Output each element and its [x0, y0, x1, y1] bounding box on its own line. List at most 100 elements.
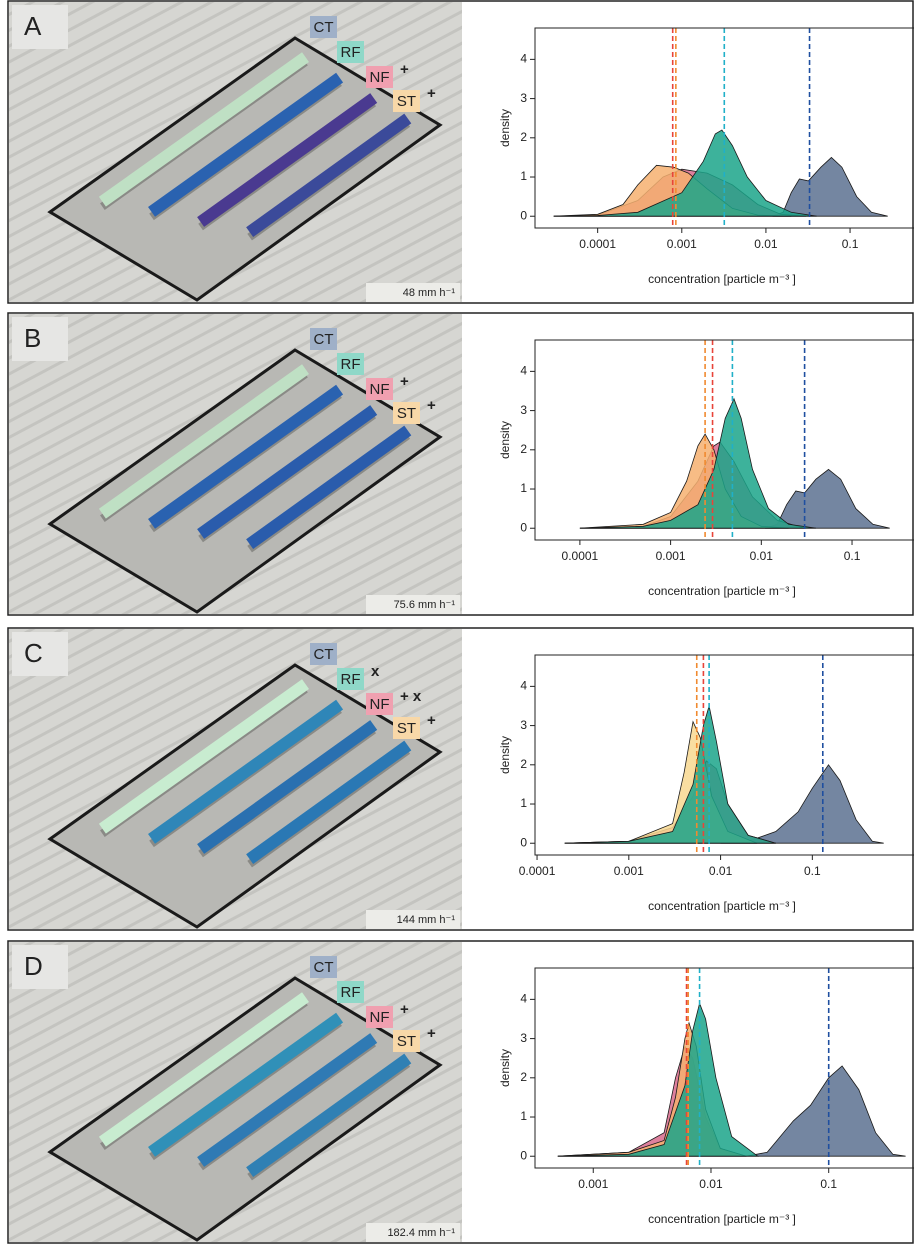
y-tick-label: 4 — [520, 992, 527, 1006]
x-axis-label: concentration [particle m⁻³ ] — [648, 1212, 796, 1226]
density-area — [564, 705, 776, 844]
density-area — [764, 468, 890, 529]
strip — [246, 740, 412, 865]
strip — [197, 720, 378, 854]
plot-label: ST — [397, 1033, 416, 1050]
strip — [246, 1053, 412, 1178]
x-tick-label: 0.001 — [578, 1177, 608, 1191]
rain-bg — [366, 910, 460, 929]
density-area — [579, 397, 816, 529]
rain-bg — [366, 1223, 460, 1242]
x-tick-label: 0.0001 — [519, 864, 556, 878]
plot-label: CT — [314, 646, 334, 663]
plot-label: NF — [370, 696, 390, 713]
plot-label-bg — [337, 981, 364, 1003]
plot-label-bg — [366, 66, 393, 88]
y-tick-label: 2 — [520, 757, 527, 771]
y-tick-label: 3 — [520, 91, 527, 105]
plot-label-bg — [366, 1006, 393, 1028]
y-axis-label: density — [498, 421, 512, 459]
x-tick-label: 0.01 — [750, 549, 774, 563]
letter-bg — [12, 5, 68, 49]
rain-bg — [366, 283, 460, 302]
significance-marker: + — [427, 1025, 436, 1042]
plot-frame — [47, 348, 443, 614]
y-tick-label: 1 — [520, 1109, 527, 1123]
plot-label-bg — [310, 956, 337, 978]
y-axis-label: density — [498, 109, 512, 147]
panel-letter: D — [24, 951, 43, 981]
plot-frame — [47, 976, 443, 1242]
letter-bg — [12, 317, 68, 361]
x-tick-label: 0.1 — [820, 1177, 837, 1191]
plot-label: RF — [341, 356, 361, 373]
panel: B 75.6 mm h⁻¹ CT RF NF + ST +0 1 2 3 4 0.0001 0.001 0.… — [7, 312, 914, 616]
x-tick-label: 0.01 — [754, 237, 778, 251]
strip — [148, 72, 344, 217]
panel: C 144 mm h⁻¹ CT RF x NF + x ST +0 1 2 3 4 0.0001 0.001… — [7, 627, 914, 931]
significance-marker: x — [371, 663, 380, 680]
plot-label-bg — [366, 693, 393, 715]
strip — [246, 425, 412, 550]
x-tick-label: 0.01 — [709, 864, 733, 878]
strip — [98, 992, 309, 1147]
panel-letter: B — [24, 323, 41, 353]
letter-bg — [12, 945, 68, 989]
plot-label-bg — [310, 328, 337, 350]
x-axis-label: concentration [particle m⁻³ ] — [648, 584, 796, 598]
rainfall-label: 75.6 mm h⁻¹ — [394, 599, 456, 611]
plot-label-bg — [310, 643, 337, 665]
plot-label-bg — [393, 717, 420, 739]
panel-border — [7, 627, 914, 931]
strip — [98, 364, 309, 519]
rainfall-label: 48 mm h⁻¹ — [403, 287, 456, 299]
rainfall-label: 144 mm h⁻¹ — [397, 914, 456, 926]
panel-border — [7, 940, 914, 1244]
y-tick-label: 1 — [520, 796, 527, 810]
plot-box — [534, 339, 914, 541]
letter-bg — [12, 632, 68, 676]
panel-letter: A — [24, 11, 42, 41]
y-tick-label: 1 — [520, 169, 527, 183]
significance-marker: + — [400, 373, 409, 390]
strip — [98, 52, 309, 207]
plot-label-bg — [310, 16, 337, 38]
plot-frame — [47, 663, 443, 929]
plot-label-bg — [393, 90, 420, 112]
y-tick-label: 0 — [520, 1148, 527, 1162]
plot-label: CT — [314, 19, 334, 36]
plot-label: CT — [314, 959, 334, 976]
density-area — [553, 129, 817, 217]
plot-label: ST — [397, 720, 416, 737]
strip — [197, 405, 378, 539]
significance-marker: + x — [400, 688, 422, 705]
panel-border — [7, 0, 914, 304]
strip — [148, 699, 344, 844]
plot-label-bg — [337, 353, 364, 375]
x-tick-label: 0.01 — [699, 1177, 723, 1191]
plot-label: ST — [397, 93, 416, 110]
plot-label: NF — [370, 381, 390, 398]
plot-label-bg — [337, 668, 364, 690]
significance-marker: + — [400, 61, 409, 78]
plot-label: NF — [370, 69, 390, 86]
y-tick-label: 2 — [520, 130, 527, 144]
density-area — [557, 1001, 759, 1157]
x-axis-label: concentration [particle m⁻³ ] — [648, 899, 796, 913]
x-axis-label: concentration [particle m⁻³ ] — [648, 272, 796, 286]
plot-label: RF — [341, 44, 361, 61]
x-tick-label: 0.0001 — [579, 237, 616, 251]
x-tick-label: 0.1 — [804, 864, 821, 878]
significance-marker: + — [427, 712, 436, 729]
plot-label: RF — [341, 671, 361, 688]
y-tick-label: 4 — [520, 364, 527, 378]
y-axis-label: density — [498, 736, 512, 774]
plot-label: CT — [314, 331, 334, 348]
plot-box — [534, 654, 914, 856]
strip — [197, 1033, 378, 1167]
y-tick-label: 3 — [520, 403, 527, 417]
y-tick-label: 2 — [520, 1070, 527, 1084]
plot-label: ST — [397, 405, 416, 422]
x-tick-label: 0.001 — [656, 549, 686, 563]
